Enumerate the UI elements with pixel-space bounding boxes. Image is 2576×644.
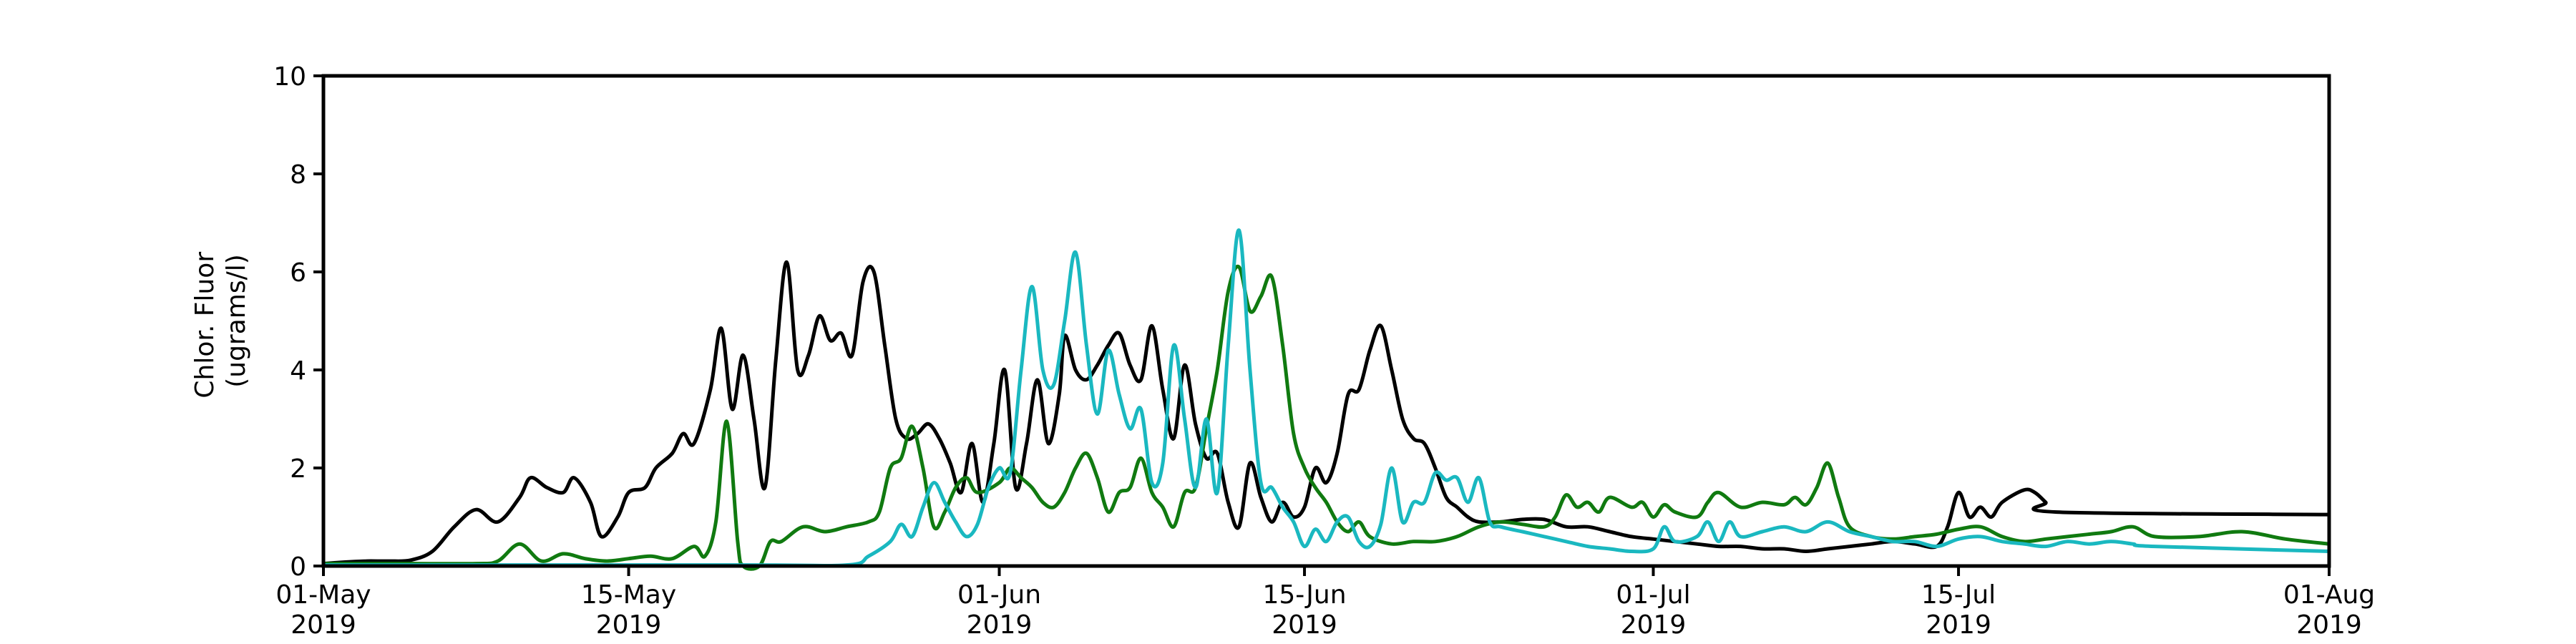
x-axis: 01-May201915-May201901-Jun201915-Jun2019… [275,566,2375,640]
x-tick-label-year: 2019 [1621,610,1687,640]
x-tick-label-year: 2019 [596,610,662,640]
x-tick-label: 01-Aug [2283,580,2375,610]
plot-frame [321,74,2331,568]
x-tick-label: 01-Jun [957,580,1041,610]
y-tick-label: 10 [273,62,306,92]
x-tick-label-year: 2019 [291,610,356,640]
x-tick-label: 15-Jun [1263,580,1347,610]
x-tick-label-year: 2019 [967,610,1033,640]
y-tick-label: 0 [290,552,306,582]
x-tick-label: 15-May [581,580,676,610]
x-tick-label: 01-Jul [1616,580,1690,610]
y-axis-label: Chlor. Fluor (ugrams/l) [190,243,251,398]
y-tick-label: 4 [290,356,306,386]
series-line-3 [321,228,2331,568]
x-tick-label: 15-Jul [1921,580,1996,610]
y-axis-label-line-2: (ugrams/l) [222,254,251,388]
x-tick-label-year: 2019 [1926,610,1991,640]
y-axis-label-line-1: Chlor. Fluor [190,252,220,399]
y-tick-label: 8 [290,160,306,190]
series-layer [321,228,2331,571]
y-tick-label: 2 [290,454,306,484]
series-line-1 [321,260,2331,566]
x-tick-label: 01-May [275,580,371,610]
x-tick-label-year: 2019 [2296,610,2362,640]
x-tick-label-year: 2019 [1272,610,1337,640]
series-line-2 [321,264,2331,571]
y-tick-label: 6 [290,258,306,288]
y-axis: 0 2 4 6 8 10 [273,62,323,582]
